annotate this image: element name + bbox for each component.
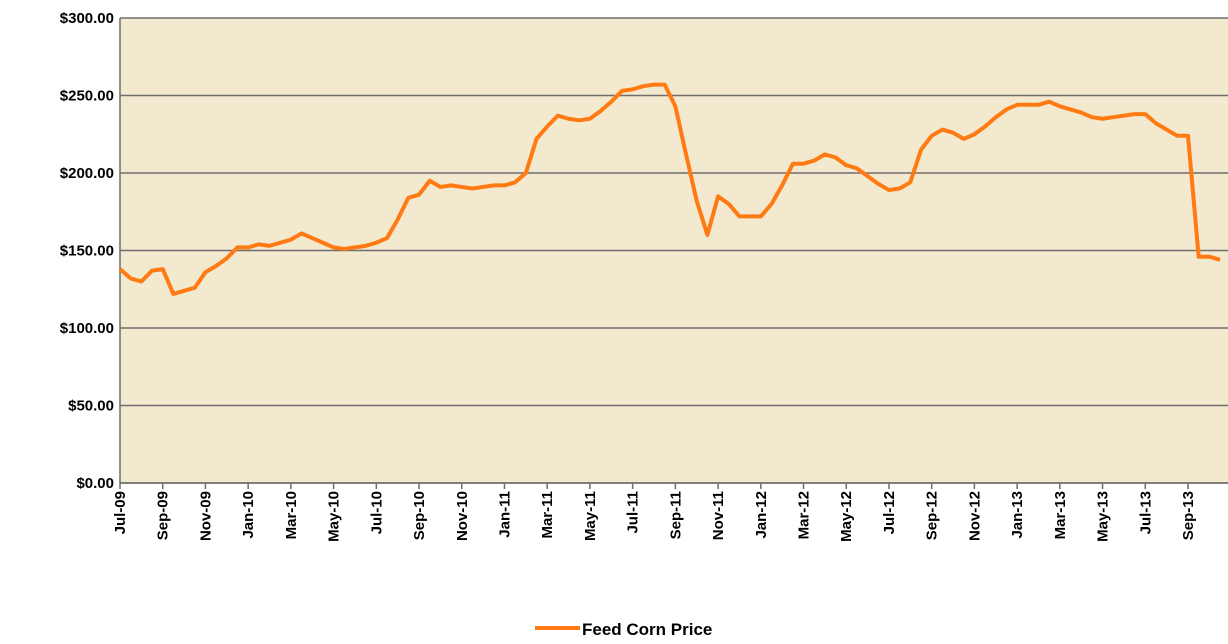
x-tick-label: Nov-11 — [710, 491, 727, 540]
x-tick-label: Sep-11 — [667, 491, 684, 539]
x-tick-label: May-11 — [582, 491, 599, 541]
x-tick-label: Sep-13 — [1180, 491, 1197, 540]
x-tick-label: Jul-13 — [1137, 491, 1154, 534]
x-tick-label: Jul-10 — [368, 491, 385, 534]
x-tick-label: Nov-10 — [454, 491, 471, 541]
y-tick-label: $150.00 — [60, 243, 114, 260]
x-tick-label: Jul-11 — [625, 491, 642, 534]
x-tick-label: Jan-10 — [240, 491, 257, 539]
x-tick-label: Mar-11 — [539, 491, 556, 539]
y-tick-label: $300.00 — [60, 10, 114, 27]
x-tick-label: Sep-10 — [411, 491, 428, 540]
y-tick-label: $100.00 — [60, 320, 114, 337]
x-tick-label: May-10 — [326, 491, 343, 542]
x-tick-label: Nov-09 — [197, 491, 214, 541]
x-tick-label: Jan-12 — [753, 491, 770, 539]
y-tick-label: $200.00 — [60, 165, 114, 182]
x-tick-label: Jan-11 — [496, 491, 513, 538]
x-tick-label: Jan-13 — [1009, 491, 1026, 539]
line-series — [118, 82, 1221, 296]
y-tick-label: $250.00 — [60, 88, 114, 105]
x-tick-label: Jul-12 — [881, 491, 898, 534]
x-tick-label: Sep-09 — [155, 491, 172, 540]
x-tick-label: Mar-10 — [283, 491, 300, 539]
y-tick-label: $0.00 — [76, 475, 114, 492]
legend-label: Feed Corn Price — [582, 620, 712, 639]
x-tick-label: Mar-13 — [1052, 491, 1069, 539]
x-tick-label: Nov-12 — [966, 491, 983, 541]
x-tick-label: May-12 — [838, 491, 855, 542]
x-tick-label: Jul-09 — [112, 491, 129, 534]
x-tick-label: Mar-12 — [796, 491, 813, 539]
x-tick-label: May-13 — [1095, 491, 1112, 542]
y-tick-label: $50.00 — [68, 398, 114, 415]
x-tick-label: Sep-12 — [924, 491, 941, 540]
